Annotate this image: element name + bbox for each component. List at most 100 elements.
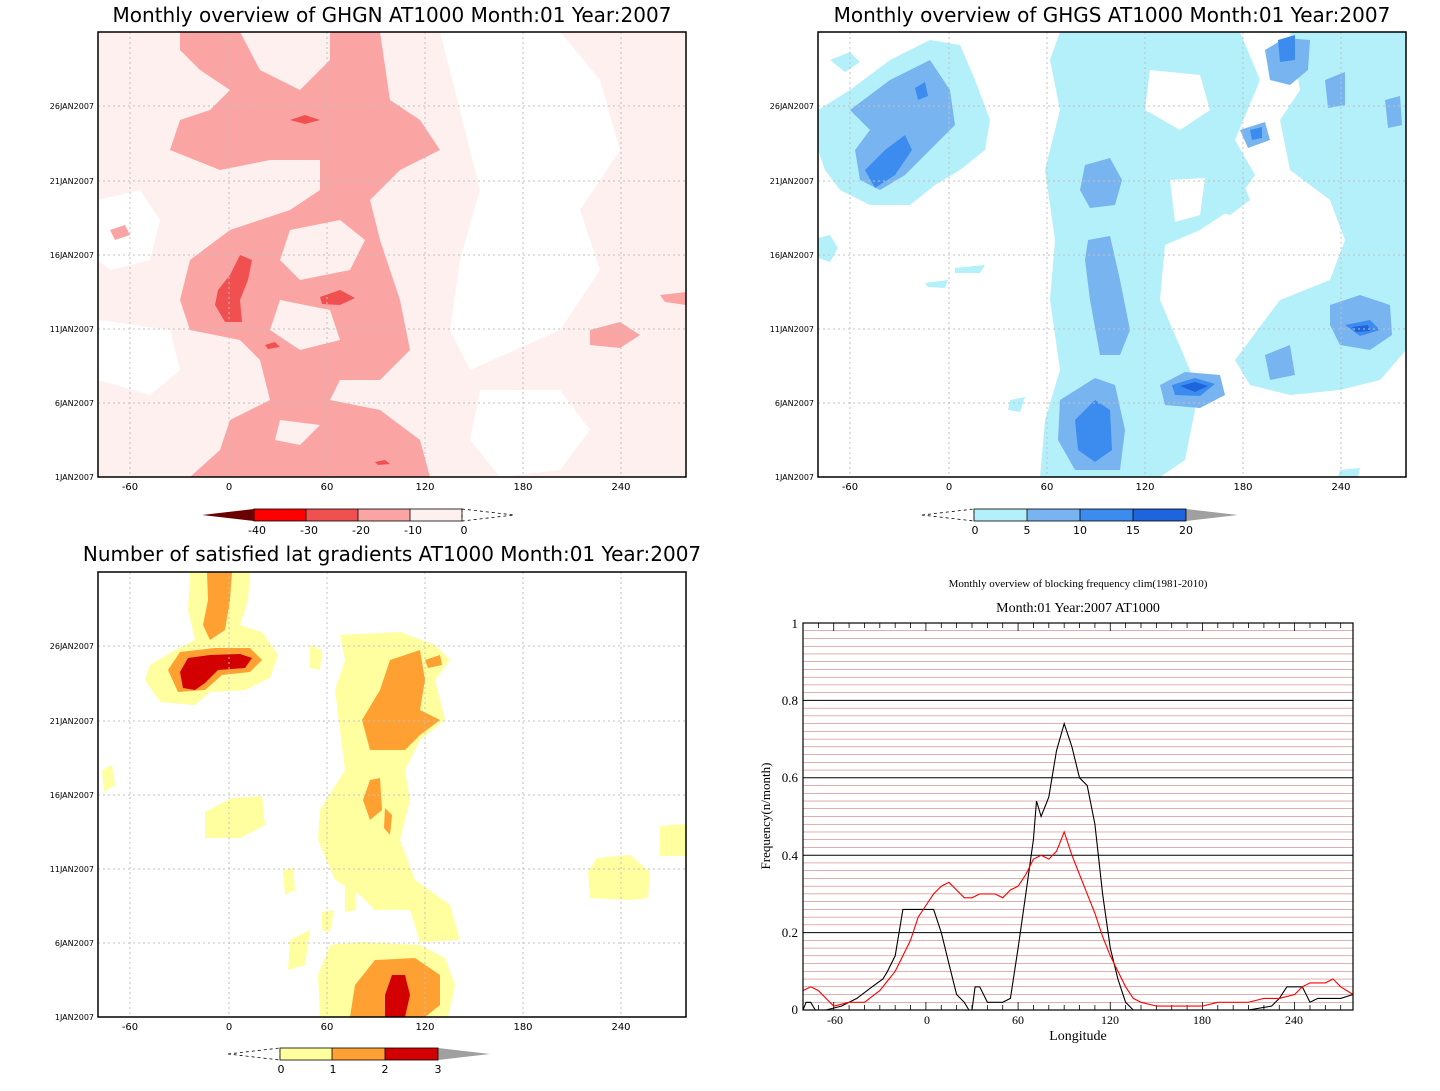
colorbar-swatch <box>306 509 358 521</box>
colorbar-label: 0 <box>972 524 979 537</box>
colorbar-swatch <box>974 509 1027 521</box>
colorbar-label: 0 <box>278 1063 285 1076</box>
y-tick-label: 6JAN2007 <box>775 399 814 408</box>
y-tick-label: 26JAN2007 <box>50 642 94 651</box>
x-tick-label: 0 <box>226 482 232 493</box>
x-tick-label: 60 <box>321 482 334 493</box>
colorbar-swatch <box>332 1048 385 1060</box>
panel-lat-gradients: Number of satisfied lat gradients AT1000… <box>50 542 701 1076</box>
colorbar-swatch <box>280 1048 332 1060</box>
colorbar-swatch <box>410 509 462 521</box>
y-tick-label: 21JAN2007 <box>770 177 814 186</box>
colorbar-label: -10 <box>404 524 422 537</box>
y-tick-label: 0.8 <box>782 693 798 708</box>
ghgs-grid <box>818 32 1406 477</box>
colorbar-label: 2 <box>382 1063 389 1076</box>
y-tick-label: 0.4 <box>782 848 799 863</box>
colorbar-swatch <box>1133 509 1186 521</box>
colorbar-label: -30 <box>300 524 318 537</box>
ghgn-contour-field <box>98 32 686 477</box>
colorbar-label: 0 <box>461 524 468 537</box>
x-tick-label: 240 <box>611 1022 630 1033</box>
x-tick-label: 180 <box>1233 482 1252 493</box>
lat-y-ticks: 1JAN2007 6JAN2007 11JAN2007 16JAN2007 21… <box>50 642 94 1022</box>
lat-x-ticks: -60 0 60 120 180 240 <box>122 1022 631 1033</box>
x-tick-label: 240 <box>1285 1013 1303 1027</box>
freq-series <box>802 721 1354 1011</box>
y-tick-label: 1 <box>792 616 799 631</box>
x-tick-label: -60 <box>842 482 858 493</box>
x-tick-label: 180 <box>513 1022 532 1033</box>
x-tick-label: 0 <box>946 482 952 493</box>
ghgn-y-ticks: 1JAN2007 6JAN2007 11JAN2007 16JAN2007 21… <box>50 102 94 482</box>
lat-grid <box>98 572 686 1017</box>
panel-lat-title: Number of satisfied lat gradients AT1000… <box>83 542 701 566</box>
ghgn-x-ticks: -60 0 60 120 180 240 <box>122 482 631 493</box>
x-tick-label: 180 <box>1193 1013 1211 1027</box>
y-tick-label: 26JAN2007 <box>770 102 814 111</box>
x-tick-label: -60 <box>122 1022 138 1033</box>
colorbar-label: 5 <box>1024 524 1031 537</box>
y-tick-label: 26JAN2007 <box>50 102 94 111</box>
colorbar-label: 15 <box>1126 524 1140 537</box>
colorbar-arrow-left <box>202 509 254 521</box>
y-tick-label: 0.2 <box>782 925 798 940</box>
x-tick-label: 120 <box>1101 1013 1119 1027</box>
panel-ghgs: Monthly overview of GHGS AT1000 Month:01… <box>770 3 1407 537</box>
colorbar-swatch <box>358 509 410 521</box>
colorbar-label: -20 <box>352 524 370 537</box>
x-tick-label: 60 <box>1041 482 1054 493</box>
y-tick-label: 21JAN2007 <box>50 177 94 186</box>
x-tick-label: 120 <box>1135 482 1154 493</box>
colorbar-swatch <box>385 1048 438 1060</box>
panel-ghgn: Monthly overview of GHGN AT1000 Month:01… <box>50 3 687 537</box>
ghgn-grid <box>98 32 686 477</box>
y-tick-label: 0 <box>792 1002 799 1017</box>
freq-x-tick-labels: -60 0 60 120 180 240 <box>827 1013 1303 1027</box>
y-tick-label: 1JAN2007 <box>775 473 814 482</box>
colorbar-label: 1 <box>330 1063 337 1076</box>
x-tick-label: 0 <box>226 1022 232 1033</box>
freq-y-tick-labels: 0 0.2 0.4 0.6 0.8 1 <box>782 616 799 1017</box>
freq-subtitle: Month:01 Year:2007 AT1000 <box>996 601 1160 616</box>
ghgs-x-ticks: -60 0 60 120 180 240 <box>842 482 1351 493</box>
panel-frequency: Monthly overview of blocking frequency c… <box>758 578 1354 1044</box>
y-tick-label: 16JAN2007 <box>50 251 94 260</box>
freq-y-axis-label: Frequency(n/month) <box>758 763 773 870</box>
x-tick-label: -60 <box>122 482 138 493</box>
y-tick-label: 11JAN2007 <box>770 325 814 334</box>
colorbar-swatch <box>1027 509 1080 521</box>
colorbar-label: 10 <box>1073 524 1087 537</box>
series-line-black <box>802 721 1354 1011</box>
ghgn-colorbar: -40 -30 -20 -10 0 <box>202 508 515 537</box>
freq-title: Monthly overview of blocking frequency c… <box>949 578 1208 590</box>
ghgs-colorbar: 0 5 10 15 20 <box>921 508 1238 537</box>
colorbar-arrow-left <box>921 508 975 522</box>
x-tick-label: 0 <box>924 1013 930 1027</box>
y-tick-label: 21JAN2007 <box>50 717 94 726</box>
freq-tick-marks <box>817 623 1342 1010</box>
y-tick-label: 0.6 <box>782 770 799 785</box>
freq-gridlines <box>803 630 1353 1003</box>
y-tick-label: 6JAN2007 <box>55 399 94 408</box>
lat-plot-frame <box>97 571 687 1018</box>
lat-colorbar: 0 1 2 3 <box>227 1047 490 1076</box>
colorbar-arrow-right <box>438 1048 490 1060</box>
ghgs-y-ticks: 1JAN2007 6JAN2007 11JAN2007 16JAN2007 21… <box>770 102 814 482</box>
x-tick-label: 60 <box>1012 1013 1024 1027</box>
x-tick-label: -60 <box>827 1013 843 1027</box>
x-tick-label: 120 <box>415 482 434 493</box>
ghgs-contour-field <box>818 32 1406 477</box>
x-tick-label: 120 <box>415 1022 434 1033</box>
colorbar-arrow-right <box>461 508 515 522</box>
x-tick-label: 240 <box>1331 482 1350 493</box>
colorbar-label: -40 <box>248 524 266 537</box>
y-tick-label: 16JAN2007 <box>50 791 94 800</box>
ghgs-plot-frame <box>817 31 1407 478</box>
panel-ghgs-title: Monthly overview of GHGS AT1000 Month:01… <box>834 3 1391 27</box>
panel-ghgn-title: Monthly overview of GHGN AT1000 Month:01… <box>113 3 672 27</box>
y-tick-label: 11JAN2007 <box>50 325 94 334</box>
y-tick-label: 1JAN2007 <box>55 473 94 482</box>
lat-contour-field <box>98 572 686 1017</box>
